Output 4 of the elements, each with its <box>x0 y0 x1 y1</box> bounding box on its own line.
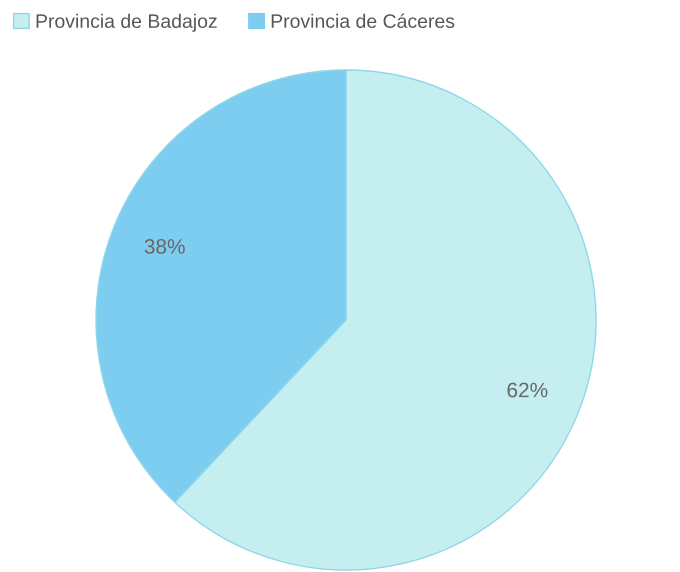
legend-label: Provincia de Badajoz <box>36 14 217 32</box>
data-label: 62% <box>508 382 548 398</box>
legend-label: Provincia de Cáceres <box>272 13 454 28</box>
data-label: 38% <box>144 239 185 254</box>
